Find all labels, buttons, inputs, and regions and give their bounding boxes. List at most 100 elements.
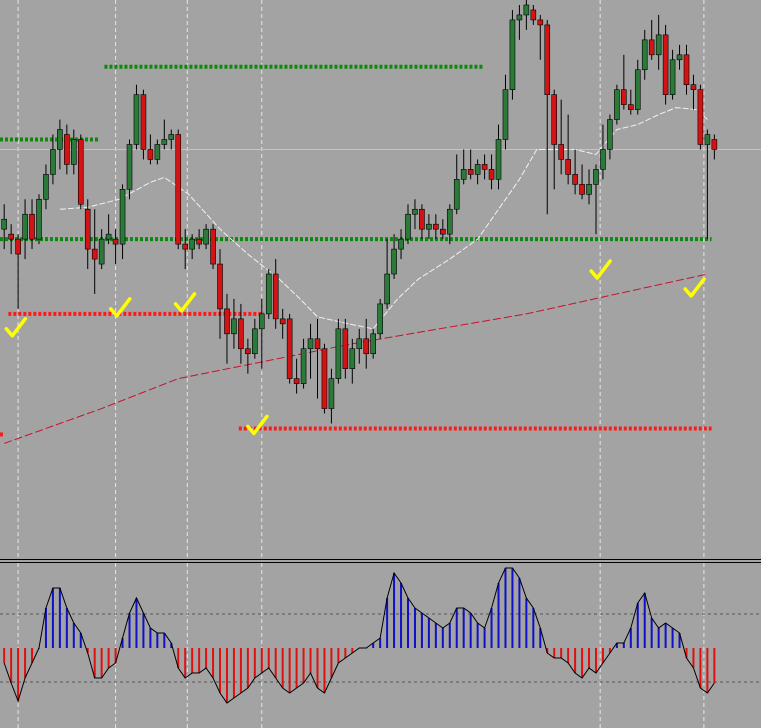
candle-body: [523, 4, 530, 16]
candle-body: [516, 14, 523, 21]
histogram-bar: [581, 648, 584, 678]
histogram-bar: [24, 648, 27, 678]
histogram-bar: [539, 628, 542, 648]
check-marker: [683, 277, 706, 298]
histogram-bar: [205, 648, 208, 668]
candle-body: [119, 189, 126, 245]
histogram-bar: [93, 648, 96, 678]
candle-body: [384, 273, 390, 305]
candle-body: [231, 318, 237, 335]
histogram-bar: [288, 648, 291, 693]
histogram-bar: [281, 648, 284, 688]
candle-body: [238, 318, 244, 350]
histogram-bar: [309, 648, 312, 673]
candle-body: [530, 9, 537, 21]
candle-body: [245, 348, 251, 355]
histogram-bar: [163, 633, 166, 648]
histogram-bar: [351, 648, 354, 653]
histogram-bar: [636, 603, 639, 648]
histogram-bar: [274, 648, 277, 678]
histogram-bar: [330, 648, 333, 678]
candle-body: [36, 198, 42, 240]
histogram-bar: [434, 623, 437, 648]
histogram-bar: [462, 608, 465, 648]
histogram-bar: [100, 648, 103, 678]
histogram-bar: [713, 648, 716, 683]
histogram-bar: [567, 648, 570, 663]
candle-body: [84, 208, 91, 250]
histogram-bar: [72, 623, 75, 648]
histogram-bar: [65, 608, 68, 648]
histogram-bar: [504, 568, 507, 648]
candle-body: [335, 328, 342, 379]
candle-body: [64, 134, 70, 165]
histogram-bar: [44, 608, 47, 648]
candle-body: [363, 338, 370, 355]
histogram-bar: [497, 583, 500, 648]
histogram-bar: [239, 648, 242, 693]
candle-body: [481, 164, 488, 170]
histogram-bar: [246, 648, 249, 688]
candle-body: [279, 318, 286, 325]
check-marker: [4, 317, 28, 338]
candle-body: [328, 378, 335, 409]
candle-body: [258, 313, 265, 330]
candle-body: [446, 208, 453, 235]
histogram-bar: [128, 613, 131, 648]
histogram-bar: [232, 648, 235, 698]
histogram-bar: [323, 648, 326, 693]
histogram-bar: [608, 648, 611, 653]
candle-body: [356, 338, 363, 350]
histogram-bar: [253, 648, 256, 678]
histogram-bar: [184, 648, 187, 678]
candle-body: [398, 238, 404, 250]
candle-body: [669, 59, 676, 95]
histogram-bar: [114, 648, 117, 663]
histogram-bar: [483, 628, 486, 648]
candle-body: [189, 238, 195, 250]
candle-body: [112, 238, 119, 245]
check-marker: [246, 414, 269, 436]
candle-body: [655, 34, 662, 56]
candle-body: [586, 184, 592, 195]
candle-body: [558, 144, 564, 160]
histogram-bar: [553, 648, 556, 658]
candle-body: [537, 19, 544, 26]
histogram-bar: [601, 648, 604, 663]
candle-body: [405, 213, 411, 240]
candle-body: [593, 169, 599, 185]
candle-body: [133, 94, 140, 145]
histogram-bar: [142, 613, 145, 648]
candle-body: [300, 348, 307, 384]
candle-body: [217, 263, 223, 310]
histogram-bar: [532, 608, 535, 648]
histogram-bar: [455, 608, 458, 648]
histogram-bar: [51, 588, 54, 648]
candle-body: [71, 139, 77, 165]
histogram-bar: [657, 628, 660, 648]
candle-body: [22, 213, 28, 240]
candle-body: [544, 24, 551, 95]
histogram-bar: [295, 648, 298, 688]
candle-body: [377, 303, 383, 335]
histogram-bar: [448, 623, 451, 648]
candle-body: [607, 119, 613, 150]
candle-body: [8, 233, 14, 240]
candle-body: [293, 378, 300, 384]
candle-body: [342, 328, 349, 369]
histogram-bar: [393, 573, 396, 648]
histogram-bar: [629, 628, 632, 648]
candle-body: [621, 89, 627, 105]
histogram-bar: [671, 628, 674, 648]
histogram-bar: [615, 643, 618, 648]
candle-body: [690, 84, 697, 90]
candle-body: [98, 238, 105, 265]
histogram-bar: [170, 643, 173, 648]
histogram-bar: [219, 648, 222, 693]
histogram-bar: [664, 623, 667, 648]
histogram-bar: [121, 638, 124, 648]
histogram-bar: [692, 648, 695, 668]
candle-body: [614, 89, 620, 120]
histogram-bar: [400, 583, 403, 648]
